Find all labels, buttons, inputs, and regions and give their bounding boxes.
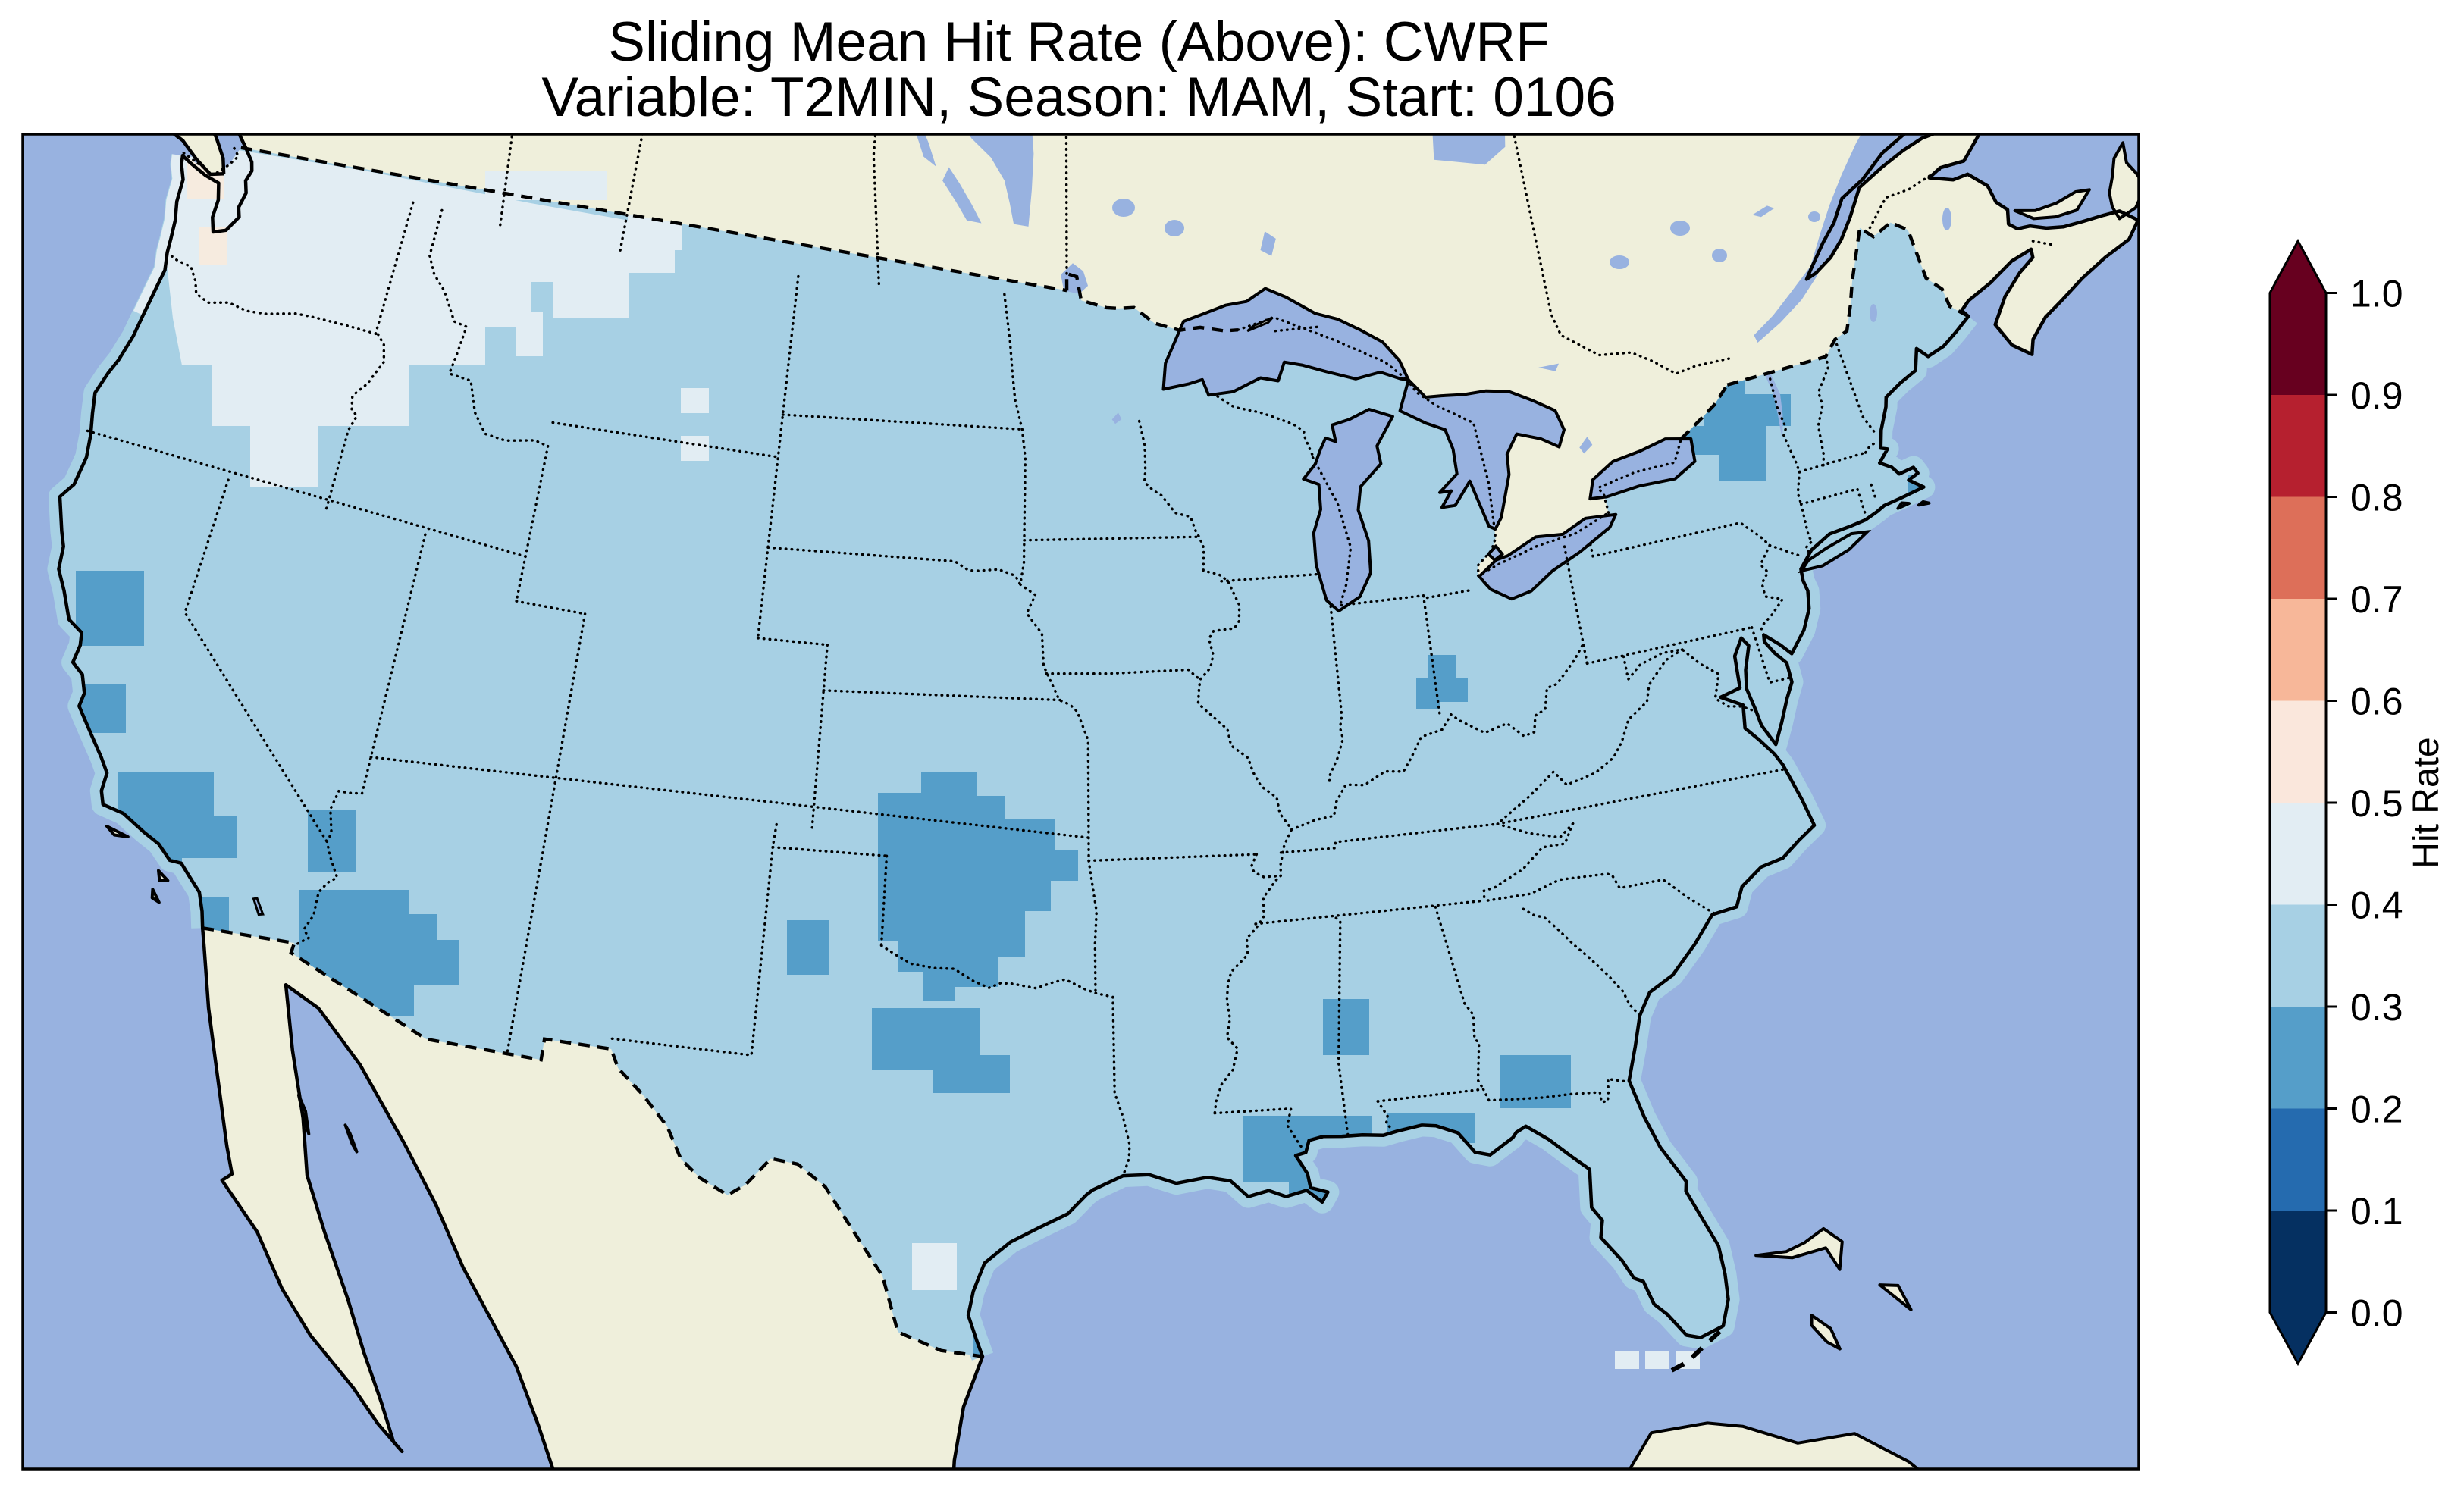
svg-text:0.0: 0.0 <box>2350 1292 2403 1335</box>
svg-text:Variable: T2MIN, Season: MAM,: Variable: T2MIN, Season: MAM, Start: 010… <box>541 67 1616 128</box>
svg-text:0.7: 0.7 <box>2350 578 2403 621</box>
svg-text:0.2: 0.2 <box>2350 1088 2403 1131</box>
svg-text:0.8: 0.8 <box>2350 477 2403 519</box>
svg-text:1.0: 1.0 <box>2350 273 2403 315</box>
svg-text:Sliding Mean Hit Rate (Above):: Sliding Mean Hit Rate (Above): CWRF <box>608 11 1549 73</box>
svg-text:0.5: 0.5 <box>2350 782 2403 825</box>
svg-text:0.1: 0.1 <box>2350 1190 2403 1232</box>
svg-text:0.6: 0.6 <box>2350 681 2403 723</box>
svg-text:0.4: 0.4 <box>2350 885 2403 927</box>
svg-text:0.3: 0.3 <box>2350 986 2403 1029</box>
svg-text:0.9: 0.9 <box>2350 374 2403 417</box>
svg-text:Hit Rate: Hit Rate <box>2406 737 2447 868</box>
